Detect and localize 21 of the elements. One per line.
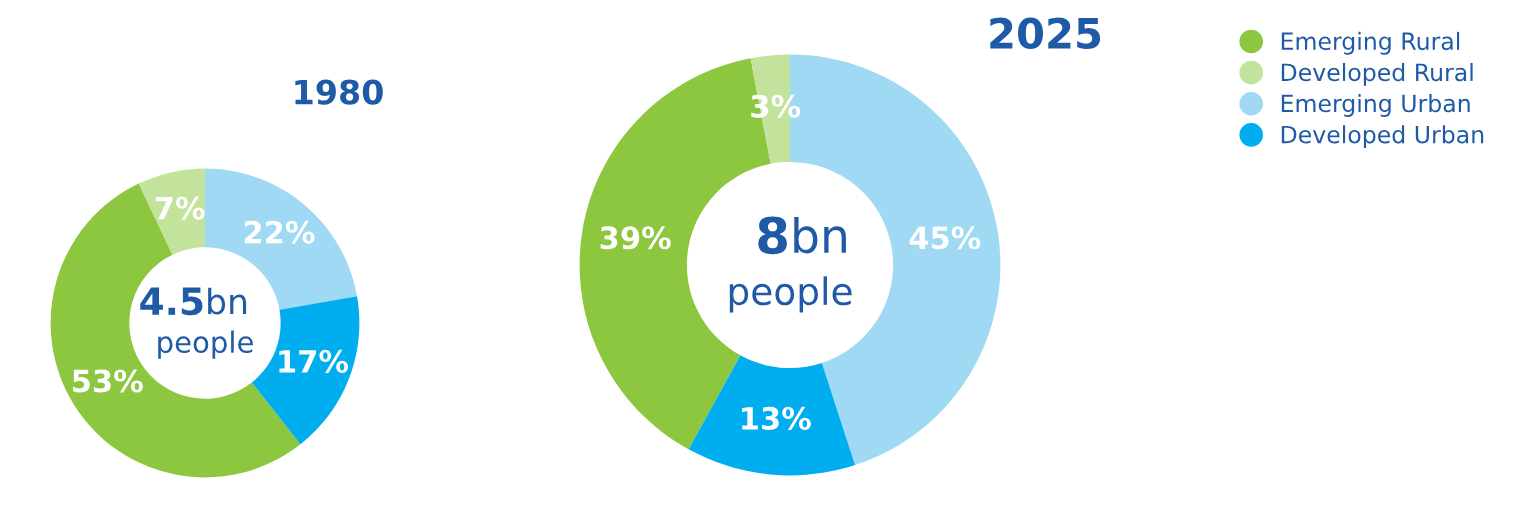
data-label: 22% [244,220,315,244]
text: bn [794,216,846,254]
legend-label: Emerging Urban [1281,94,1470,117]
data-label: 7% [155,196,205,220]
legend-label: Developed Urban [1281,125,1484,149]
data-label: 45% [909,226,981,250]
data-label: 13% [742,406,811,430]
donut-slice [251,296,360,445]
data-label: 39% [600,226,671,250]
text: 8 [758,216,787,255]
text: 4.5 [140,287,203,316]
legend-label: Developed Rural [1281,62,1473,86]
donut-slice [688,355,856,476]
data-label: 17% [279,349,349,373]
chart-title: 2025 [990,17,1101,50]
legend-label: Emerging Rural [1281,31,1460,55]
text: bn [208,287,247,315]
text: 1980 [295,79,383,105]
text: people [158,330,253,359]
text: people [729,276,852,313]
data-label: 53% [73,369,143,393]
